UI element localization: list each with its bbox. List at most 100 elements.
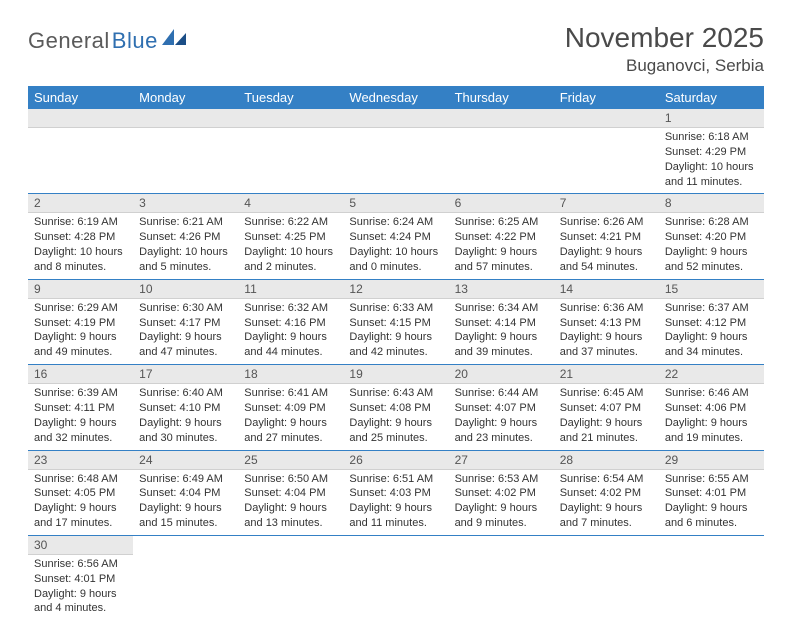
day-details: Sunrise: 6:51 AMSunset: 4:03 PMDaylight:… bbox=[343, 470, 448, 535]
sunset-text: Sunset: 4:02 PM bbox=[560, 486, 653, 501]
sunrise-text: Sunrise: 6:28 AM bbox=[665, 215, 758, 230]
sunset-text: Sunset: 4:12 PM bbox=[665, 316, 758, 331]
sunset-text: Sunset: 4:22 PM bbox=[455, 230, 548, 245]
weekday-header-row: Sunday Monday Tuesday Wednesday Thursday… bbox=[28, 86, 764, 109]
calendar-day-cell: 1Sunrise: 6:18 AMSunset: 4:29 PMDaylight… bbox=[659, 109, 764, 194]
calendar-day-cell bbox=[238, 109, 343, 194]
sunset-text: Sunset: 4:28 PM bbox=[34, 230, 127, 245]
calendar-day-cell: 7Sunrise: 6:26 AMSunset: 4:21 PMDaylight… bbox=[554, 194, 659, 279]
day-details: Sunrise: 6:32 AMSunset: 4:16 PMDaylight:… bbox=[238, 299, 343, 364]
sunrise-text: Sunrise: 6:53 AM bbox=[455, 472, 548, 487]
sunset-text: Sunset: 4:15 PM bbox=[349, 316, 442, 331]
day-details: Sunrise: 6:54 AMSunset: 4:02 PMDaylight:… bbox=[554, 470, 659, 535]
day-details: Sunrise: 6:39 AMSunset: 4:11 PMDaylight:… bbox=[28, 384, 133, 449]
daylight-text: Daylight: 10 hours and 2 minutes. bbox=[244, 245, 337, 275]
daylight-text: Daylight: 9 hours and 9 minutes. bbox=[455, 501, 548, 531]
daylight-text: Daylight: 9 hours and 21 minutes. bbox=[560, 416, 653, 446]
day-details: Sunrise: 6:25 AMSunset: 4:22 PMDaylight:… bbox=[449, 213, 554, 278]
day-number: 29 bbox=[659, 451, 764, 470]
day-details: Sunrise: 6:37 AMSunset: 4:12 PMDaylight:… bbox=[659, 299, 764, 364]
sunset-text: Sunset: 4:01 PM bbox=[34, 572, 127, 587]
calendar-day-cell bbox=[449, 109, 554, 194]
day-number: 8 bbox=[659, 194, 764, 213]
day-details: Sunrise: 6:50 AMSunset: 4:04 PMDaylight:… bbox=[238, 470, 343, 535]
daylight-text: Daylight: 9 hours and 39 minutes. bbox=[455, 330, 548, 360]
sunset-text: Sunset: 4:19 PM bbox=[34, 316, 127, 331]
logo-text-general: General bbox=[28, 28, 110, 54]
calendar-day-cell: 28Sunrise: 6:54 AMSunset: 4:02 PMDayligh… bbox=[554, 450, 659, 535]
day-number: 22 bbox=[659, 365, 764, 384]
day-number: 21 bbox=[554, 365, 659, 384]
calendar-day-cell: 18Sunrise: 6:41 AMSunset: 4:09 PMDayligh… bbox=[238, 365, 343, 450]
sunrise-text: Sunrise: 6:45 AM bbox=[560, 386, 653, 401]
calendar-week-row: 23Sunrise: 6:48 AMSunset: 4:05 PMDayligh… bbox=[28, 450, 764, 535]
calendar-day-cell bbox=[343, 109, 448, 194]
daylight-text: Daylight: 9 hours and 7 minutes. bbox=[560, 501, 653, 531]
daylight-text: Daylight: 9 hours and 52 minutes. bbox=[665, 245, 758, 275]
sunset-text: Sunset: 4:07 PM bbox=[455, 401, 548, 416]
daylight-text: Daylight: 9 hours and 37 minutes. bbox=[560, 330, 653, 360]
logo: GeneralBlue bbox=[28, 28, 188, 54]
calendar-day-cell bbox=[449, 535, 554, 620]
daylight-text: Daylight: 9 hours and 27 minutes. bbox=[244, 416, 337, 446]
calendar-table: Sunday Monday Tuesday Wednesday Thursday… bbox=[28, 86, 764, 620]
day-details: Sunrise: 6:36 AMSunset: 4:13 PMDaylight:… bbox=[554, 299, 659, 364]
daylight-text: Daylight: 9 hours and 42 minutes. bbox=[349, 330, 442, 360]
calendar-day-cell bbox=[659, 535, 764, 620]
sunset-text: Sunset: 4:26 PM bbox=[139, 230, 232, 245]
page: GeneralBlue November 2025 Buganovci, Ser… bbox=[0, 0, 792, 620]
sunrise-text: Sunrise: 6:50 AM bbox=[244, 472, 337, 487]
calendar-day-cell: 11Sunrise: 6:32 AMSunset: 4:16 PMDayligh… bbox=[238, 279, 343, 364]
sunrise-text: Sunrise: 6:39 AM bbox=[34, 386, 127, 401]
day-number: 26 bbox=[343, 451, 448, 470]
calendar-day-cell bbox=[133, 535, 238, 620]
sunrise-text: Sunrise: 6:40 AM bbox=[139, 386, 232, 401]
daylight-text: Daylight: 9 hours and 25 minutes. bbox=[349, 416, 442, 446]
calendar-day-cell bbox=[554, 109, 659, 194]
day-details: Sunrise: 6:26 AMSunset: 4:21 PMDaylight:… bbox=[554, 213, 659, 278]
daylight-text: Daylight: 10 hours and 8 minutes. bbox=[34, 245, 127, 275]
sunrise-text: Sunrise: 6:54 AM bbox=[560, 472, 653, 487]
sunrise-text: Sunrise: 6:22 AM bbox=[244, 215, 337, 230]
calendar-day-cell bbox=[238, 535, 343, 620]
day-number: 1 bbox=[659, 109, 764, 128]
sunrise-text: Sunrise: 6:44 AM bbox=[455, 386, 548, 401]
day-number bbox=[449, 109, 554, 128]
sunrise-text: Sunrise: 6:49 AM bbox=[139, 472, 232, 487]
daylight-text: Daylight: 9 hours and 13 minutes. bbox=[244, 501, 337, 531]
sunset-text: Sunset: 4:04 PM bbox=[244, 486, 337, 501]
day-details: Sunrise: 6:49 AMSunset: 4:04 PMDaylight:… bbox=[133, 470, 238, 535]
day-number: 19 bbox=[343, 365, 448, 384]
day-number: 13 bbox=[449, 280, 554, 299]
calendar-day-cell: 14Sunrise: 6:36 AMSunset: 4:13 PMDayligh… bbox=[554, 279, 659, 364]
calendar-day-cell: 6Sunrise: 6:25 AMSunset: 4:22 PMDaylight… bbox=[449, 194, 554, 279]
calendar-day-cell bbox=[28, 109, 133, 194]
sunset-text: Sunset: 4:07 PM bbox=[560, 401, 653, 416]
calendar-week-row: 9Sunrise: 6:29 AMSunset: 4:19 PMDaylight… bbox=[28, 279, 764, 364]
calendar-day-cell: 8Sunrise: 6:28 AMSunset: 4:20 PMDaylight… bbox=[659, 194, 764, 279]
calendar-week-row: 16Sunrise: 6:39 AMSunset: 4:11 PMDayligh… bbox=[28, 365, 764, 450]
calendar-day-cell: 2Sunrise: 6:19 AMSunset: 4:28 PMDaylight… bbox=[28, 194, 133, 279]
day-number: 9 bbox=[28, 280, 133, 299]
daylight-text: Daylight: 9 hours and 32 minutes. bbox=[34, 416, 127, 446]
sunrise-text: Sunrise: 6:24 AM bbox=[349, 215, 442, 230]
day-number bbox=[554, 109, 659, 128]
sunset-text: Sunset: 4:04 PM bbox=[139, 486, 232, 501]
weekday-header: Sunday bbox=[28, 86, 133, 109]
calendar-week-row: 30Sunrise: 6:56 AMSunset: 4:01 PMDayligh… bbox=[28, 535, 764, 620]
day-details: Sunrise: 6:48 AMSunset: 4:05 PMDaylight:… bbox=[28, 470, 133, 535]
calendar-day-cell: 16Sunrise: 6:39 AMSunset: 4:11 PMDayligh… bbox=[28, 365, 133, 450]
sunrise-text: Sunrise: 6:19 AM bbox=[34, 215, 127, 230]
day-details: Sunrise: 6:30 AMSunset: 4:17 PMDaylight:… bbox=[133, 299, 238, 364]
month-title: November 2025 bbox=[565, 22, 764, 54]
weekday-header: Friday bbox=[554, 86, 659, 109]
sunrise-text: Sunrise: 6:30 AM bbox=[139, 301, 232, 316]
day-number: 17 bbox=[133, 365, 238, 384]
day-number: 12 bbox=[343, 280, 448, 299]
logo-text-blue: Blue bbox=[112, 28, 158, 54]
sunset-text: Sunset: 4:09 PM bbox=[244, 401, 337, 416]
day-number: 28 bbox=[554, 451, 659, 470]
day-details: Sunrise: 6:46 AMSunset: 4:06 PMDaylight:… bbox=[659, 384, 764, 449]
title-block: November 2025 Buganovci, Serbia bbox=[565, 22, 764, 76]
sunset-text: Sunset: 4:10 PM bbox=[139, 401, 232, 416]
